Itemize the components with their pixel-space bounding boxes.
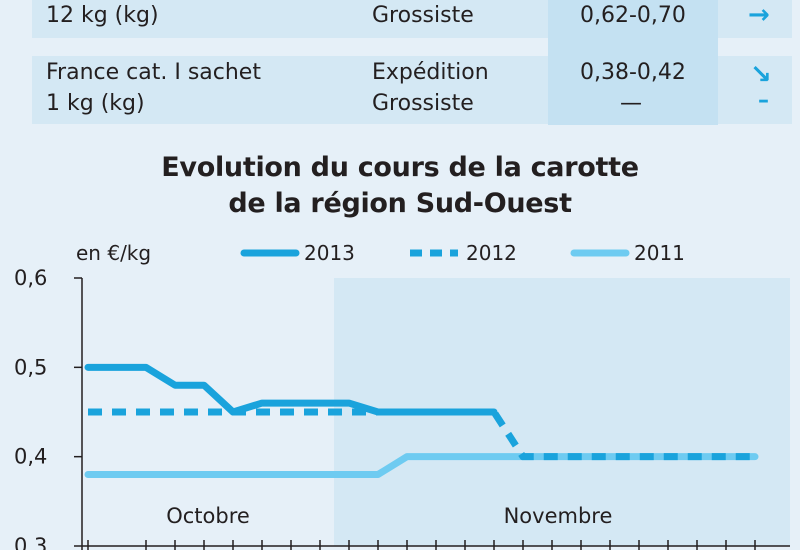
chart-subtitle: de la région Sud-Ouest	[228, 188, 572, 219]
price-cell: —	[620, 91, 642, 116]
trend-right-arrow-icon: →	[748, 0, 770, 30]
legend-label-2012: 2012	[466, 241, 517, 265]
stage-cell: Expédition	[372, 60, 489, 85]
stage-cell: Grossiste	[372, 91, 474, 116]
period-label-octobre: Octobre	[166, 504, 250, 528]
y-tick-label: 0,4	[14, 445, 47, 469]
series-line-2013	[84, 363, 498, 416]
period-label-novembre: Novembre	[504, 504, 613, 528]
product-cell: 12 kg (kg)	[46, 3, 159, 28]
y-axis-label: en €/kg	[76, 241, 152, 265]
legend-label-2011: 2011	[634, 241, 685, 265]
stage-cell: Grossiste	[372, 3, 474, 28]
product-cell: France cat. I sachet	[46, 60, 261, 85]
chart-title: Evolution du cours de la carotte	[161, 152, 639, 183]
y-tick-label: 0,3	[14, 534, 47, 550]
price-cell: 0,38-0,42	[580, 60, 686, 85]
product-cell: 1 kg (kg)	[46, 91, 145, 116]
y-tick-label: 0,5	[14, 355, 47, 379]
price-cell: 0,62-0,70	[580, 3, 686, 28]
y-tick-label: 0,6	[14, 266, 47, 290]
chart-panel: 0,3 0,4 0,5 0,6 Octobre Novembre	[0, 150, 800, 550]
series-line-2012	[88, 408, 755, 461]
trend-down-right-arrow-icon: ↘	[750, 60, 772, 90]
line-chart: 0,3 0,4 0,5 0,6 Octobre Novembre	[14, 249, 790, 550]
legend-label-2013: 2013	[304, 241, 355, 265]
price-table: 12 kg (kg) Grossiste 0,62-0,70 → France …	[0, 0, 800, 150]
trend-flat-icon: –	[758, 88, 769, 113]
price-column	[548, 0, 718, 125]
